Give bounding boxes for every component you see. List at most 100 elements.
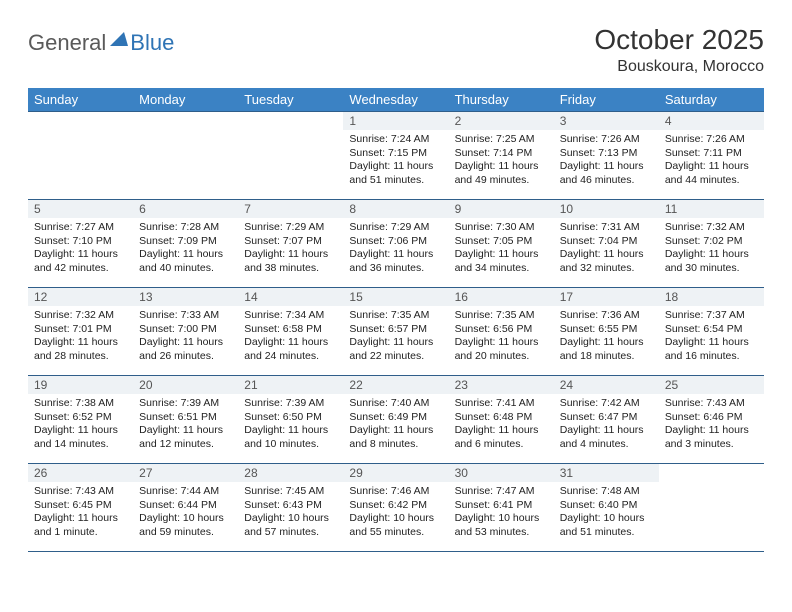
weekday-header: Monday <box>133 88 238 112</box>
day-number: 29 <box>343 464 448 482</box>
day-details: Sunrise: 7:30 AMSunset: 7:05 PMDaylight:… <box>449 218 554 280</box>
day-number: 25 <box>659 376 764 394</box>
day-number: 18 <box>659 288 764 306</box>
calendar-day-cell: 18Sunrise: 7:37 AMSunset: 6:54 PMDayligh… <box>659 288 764 376</box>
day-details: Sunrise: 7:36 AMSunset: 6:55 PMDaylight:… <box>554 306 659 368</box>
day-number: 28 <box>238 464 343 482</box>
day-details: Sunrise: 7:24 AMSunset: 7:15 PMDaylight:… <box>343 130 448 192</box>
day-details: Sunrise: 7:45 AMSunset: 6:43 PMDaylight:… <box>238 482 343 544</box>
day-details: Sunrise: 7:39 AMSunset: 6:50 PMDaylight:… <box>238 394 343 456</box>
day-details: Sunrise: 7:42 AMSunset: 6:47 PMDaylight:… <box>554 394 659 456</box>
day-details: Sunrise: 7:46 AMSunset: 6:42 PMDaylight:… <box>343 482 448 544</box>
calendar-week-row: 5Sunrise: 7:27 AMSunset: 7:10 PMDaylight… <box>28 200 764 288</box>
day-details: Sunrise: 7:34 AMSunset: 6:58 PMDaylight:… <box>238 306 343 368</box>
day-number: 19 <box>28 376 133 394</box>
day-details: Sunrise: 7:38 AMSunset: 6:52 PMDaylight:… <box>28 394 133 456</box>
calendar-day-cell: 11Sunrise: 7:32 AMSunset: 7:02 PMDayligh… <box>659 200 764 288</box>
day-number: 4 <box>659 112 764 130</box>
calendar-day-cell: 9Sunrise: 7:30 AMSunset: 7:05 PMDaylight… <box>449 200 554 288</box>
calendar-day-cell: 1Sunrise: 7:24 AMSunset: 7:15 PMDaylight… <box>343 112 448 200</box>
day-number: 7 <box>238 200 343 218</box>
day-number: 22 <box>343 376 448 394</box>
day-details: Sunrise: 7:44 AMSunset: 6:44 PMDaylight:… <box>133 482 238 544</box>
title-block: October 2025 Bouskoura, Morocco <box>594 24 764 76</box>
day-number: 27 <box>133 464 238 482</box>
calendar-day-cell: 3Sunrise: 7:26 AMSunset: 7:13 PMDaylight… <box>554 112 659 200</box>
weekday-header: Wednesday <box>343 88 448 112</box>
calendar-day-cell: 5Sunrise: 7:27 AMSunset: 7:10 PMDaylight… <box>28 200 133 288</box>
day-number: 16 <box>449 288 554 306</box>
day-details: Sunrise: 7:25 AMSunset: 7:14 PMDaylight:… <box>449 130 554 192</box>
calendar-day-cell: 19Sunrise: 7:38 AMSunset: 6:52 PMDayligh… <box>28 376 133 464</box>
day-number: 20 <box>133 376 238 394</box>
month-title: October 2025 <box>594 24 764 56</box>
calendar-week-row: 1Sunrise: 7:24 AMSunset: 7:15 PMDaylight… <box>28 112 764 200</box>
calendar-day-cell: 30Sunrise: 7:47 AMSunset: 6:41 PMDayligh… <box>449 464 554 552</box>
calendar-day-cell: 29Sunrise: 7:46 AMSunset: 6:42 PMDayligh… <box>343 464 448 552</box>
location: Bouskoura, Morocco <box>594 58 764 76</box>
logo-text-blue: Blue <box>130 30 174 56</box>
header: General Blue October 2025 Bouskoura, Mor… <box>28 24 764 76</box>
day-details: Sunrise: 7:47 AMSunset: 6:41 PMDaylight:… <box>449 482 554 544</box>
day-number: 2 <box>449 112 554 130</box>
calendar-body: 1Sunrise: 7:24 AMSunset: 7:15 PMDaylight… <box>28 112 764 552</box>
day-number: 5 <box>28 200 133 218</box>
day-number: 21 <box>238 376 343 394</box>
day-number: 11 <box>659 200 764 218</box>
day-number: 1 <box>343 112 448 130</box>
day-details: Sunrise: 7:43 AMSunset: 6:46 PMDaylight:… <box>659 394 764 456</box>
day-number: 30 <box>449 464 554 482</box>
day-number: 17 <box>554 288 659 306</box>
calendar-empty-cell <box>133 112 238 200</box>
calendar-empty-cell <box>238 112 343 200</box>
calendar-day-cell: 24Sunrise: 7:42 AMSunset: 6:47 PMDayligh… <box>554 376 659 464</box>
day-details: Sunrise: 7:29 AMSunset: 7:07 PMDaylight:… <box>238 218 343 280</box>
calendar-day-cell: 4Sunrise: 7:26 AMSunset: 7:11 PMDaylight… <box>659 112 764 200</box>
day-details: Sunrise: 7:48 AMSunset: 6:40 PMDaylight:… <box>554 482 659 544</box>
day-details: Sunrise: 7:26 AMSunset: 7:11 PMDaylight:… <box>659 130 764 192</box>
day-details: Sunrise: 7:33 AMSunset: 7:00 PMDaylight:… <box>133 306 238 368</box>
calendar-day-cell: 16Sunrise: 7:35 AMSunset: 6:56 PMDayligh… <box>449 288 554 376</box>
calendar-day-cell: 28Sunrise: 7:45 AMSunset: 6:43 PMDayligh… <box>238 464 343 552</box>
day-details: Sunrise: 7:41 AMSunset: 6:48 PMDaylight:… <box>449 394 554 456</box>
calendar-table: SundayMondayTuesdayWednesdayThursdayFrid… <box>28 88 764 552</box>
day-number: 26 <box>28 464 133 482</box>
day-number: 3 <box>554 112 659 130</box>
day-details: Sunrise: 7:26 AMSunset: 7:13 PMDaylight:… <box>554 130 659 192</box>
calendar-day-cell: 23Sunrise: 7:41 AMSunset: 6:48 PMDayligh… <box>449 376 554 464</box>
calendar-day-cell: 10Sunrise: 7:31 AMSunset: 7:04 PMDayligh… <box>554 200 659 288</box>
day-details: Sunrise: 7:39 AMSunset: 6:51 PMDaylight:… <box>133 394 238 456</box>
calendar-empty-cell <box>659 464 764 552</box>
calendar-day-cell: 20Sunrise: 7:39 AMSunset: 6:51 PMDayligh… <box>133 376 238 464</box>
day-number: 31 <box>554 464 659 482</box>
calendar-day-cell: 12Sunrise: 7:32 AMSunset: 7:01 PMDayligh… <box>28 288 133 376</box>
logo-triangle-icon <box>110 32 128 46</box>
day-number: 13 <box>133 288 238 306</box>
day-number: 12 <box>28 288 133 306</box>
calendar-empty-cell <box>28 112 133 200</box>
day-details: Sunrise: 7:28 AMSunset: 7:09 PMDaylight:… <box>133 218 238 280</box>
weekday-header: Tuesday <box>238 88 343 112</box>
day-details: Sunrise: 7:32 AMSunset: 7:01 PMDaylight:… <box>28 306 133 368</box>
weekday-header: Thursday <box>449 88 554 112</box>
calendar-day-cell: 6Sunrise: 7:28 AMSunset: 7:09 PMDaylight… <box>133 200 238 288</box>
day-number: 6 <box>133 200 238 218</box>
day-number: 9 <box>449 200 554 218</box>
calendar-day-cell: 8Sunrise: 7:29 AMSunset: 7:06 PMDaylight… <box>343 200 448 288</box>
calendar-day-cell: 17Sunrise: 7:36 AMSunset: 6:55 PMDayligh… <box>554 288 659 376</box>
day-number: 24 <box>554 376 659 394</box>
day-details: Sunrise: 7:40 AMSunset: 6:49 PMDaylight:… <box>343 394 448 456</box>
calendar-day-cell: 14Sunrise: 7:34 AMSunset: 6:58 PMDayligh… <box>238 288 343 376</box>
calendar-page: General Blue October 2025 Bouskoura, Mor… <box>0 0 792 572</box>
logo: General Blue <box>28 24 174 56</box>
day-details: Sunrise: 7:35 AMSunset: 6:56 PMDaylight:… <box>449 306 554 368</box>
calendar-day-cell: 13Sunrise: 7:33 AMSunset: 7:00 PMDayligh… <box>133 288 238 376</box>
calendar-week-row: 19Sunrise: 7:38 AMSunset: 6:52 PMDayligh… <box>28 376 764 464</box>
day-number: 15 <box>343 288 448 306</box>
day-details: Sunrise: 7:27 AMSunset: 7:10 PMDaylight:… <box>28 218 133 280</box>
calendar-day-cell: 26Sunrise: 7:43 AMSunset: 6:45 PMDayligh… <box>28 464 133 552</box>
calendar-week-row: 26Sunrise: 7:43 AMSunset: 6:45 PMDayligh… <box>28 464 764 552</box>
weekday-header: Saturday <box>659 88 764 112</box>
calendar-head: SundayMondayTuesdayWednesdayThursdayFrid… <box>28 88 764 112</box>
calendar-day-cell: 7Sunrise: 7:29 AMSunset: 7:07 PMDaylight… <box>238 200 343 288</box>
